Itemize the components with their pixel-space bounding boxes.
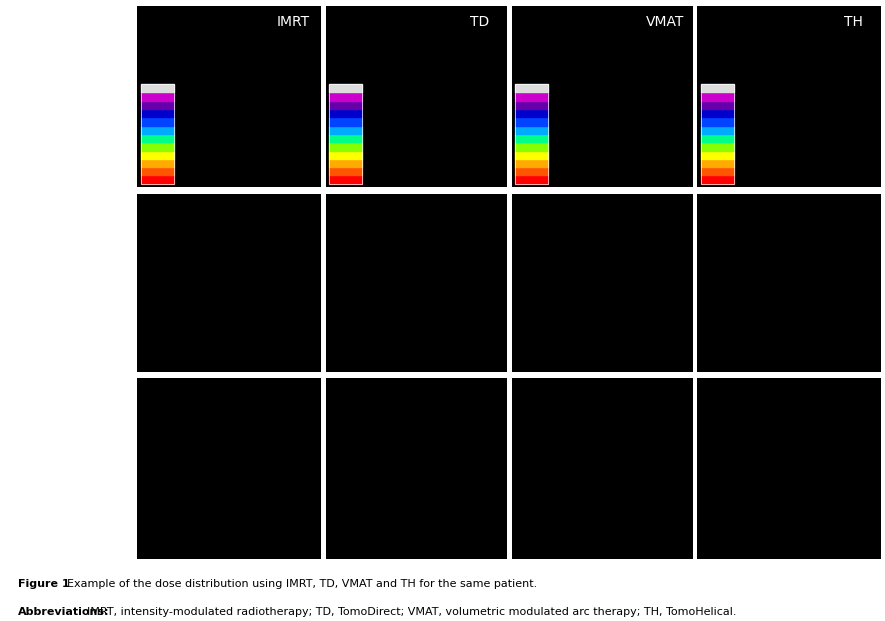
FancyBboxPatch shape <box>515 93 548 101</box>
FancyBboxPatch shape <box>701 142 734 150</box>
FancyBboxPatch shape <box>515 101 548 109</box>
FancyBboxPatch shape <box>329 159 362 167</box>
FancyBboxPatch shape <box>515 159 548 167</box>
FancyBboxPatch shape <box>141 134 173 142</box>
FancyBboxPatch shape <box>329 134 362 142</box>
FancyBboxPatch shape <box>141 125 173 134</box>
Text: Abbreviations:: Abbreviations: <box>18 607 109 617</box>
FancyBboxPatch shape <box>141 93 173 101</box>
FancyBboxPatch shape <box>515 109 548 117</box>
FancyBboxPatch shape <box>701 167 734 175</box>
FancyBboxPatch shape <box>329 125 362 134</box>
FancyBboxPatch shape <box>515 167 548 175</box>
FancyBboxPatch shape <box>141 109 173 117</box>
Text: TD: TD <box>470 16 489 29</box>
FancyBboxPatch shape <box>515 150 548 159</box>
FancyBboxPatch shape <box>701 109 734 117</box>
FancyBboxPatch shape <box>515 117 548 125</box>
FancyBboxPatch shape <box>329 84 362 93</box>
FancyBboxPatch shape <box>141 175 173 184</box>
FancyBboxPatch shape <box>701 150 734 159</box>
FancyBboxPatch shape <box>329 101 362 109</box>
FancyBboxPatch shape <box>701 134 734 142</box>
FancyBboxPatch shape <box>701 84 734 93</box>
FancyBboxPatch shape <box>515 175 548 184</box>
FancyBboxPatch shape <box>141 84 173 93</box>
FancyBboxPatch shape <box>701 159 734 167</box>
Text: Example of the dose distribution using IMRT, TD, VMAT and TH for the same patien: Example of the dose distribution using I… <box>67 579 537 589</box>
FancyBboxPatch shape <box>515 84 548 93</box>
FancyBboxPatch shape <box>329 150 362 159</box>
FancyBboxPatch shape <box>329 167 362 175</box>
FancyBboxPatch shape <box>141 142 173 150</box>
FancyBboxPatch shape <box>701 175 734 184</box>
Text: TH: TH <box>843 16 863 29</box>
FancyBboxPatch shape <box>329 93 362 101</box>
FancyBboxPatch shape <box>141 150 173 159</box>
FancyBboxPatch shape <box>141 101 173 109</box>
Text: Figure 1: Figure 1 <box>18 579 69 589</box>
FancyBboxPatch shape <box>701 93 734 101</box>
Text: IMRT: IMRT <box>276 16 310 29</box>
FancyBboxPatch shape <box>141 117 173 125</box>
FancyBboxPatch shape <box>329 117 362 125</box>
FancyBboxPatch shape <box>515 134 548 142</box>
FancyBboxPatch shape <box>141 159 173 167</box>
FancyBboxPatch shape <box>701 101 734 109</box>
FancyBboxPatch shape <box>515 142 548 150</box>
FancyBboxPatch shape <box>329 109 362 117</box>
FancyBboxPatch shape <box>329 142 362 150</box>
Text: IMRT, intensity-modulated radiotherapy; TD, TomoDirect; VMAT, volumetric modulat: IMRT, intensity-modulated radiotherapy; … <box>88 607 737 617</box>
FancyBboxPatch shape <box>515 125 548 134</box>
Text: VMAT: VMAT <box>646 16 684 29</box>
FancyBboxPatch shape <box>141 167 173 175</box>
FancyBboxPatch shape <box>701 117 734 125</box>
FancyBboxPatch shape <box>329 175 362 184</box>
FancyBboxPatch shape <box>701 125 734 134</box>
